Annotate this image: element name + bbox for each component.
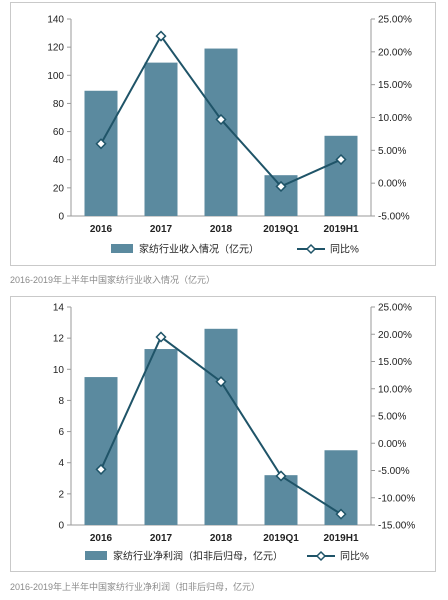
left-tick-label: 0 xyxy=(58,521,64,532)
legend-line-marker xyxy=(305,243,317,255)
legend-line-marker xyxy=(315,550,327,562)
category-label: 2019Q1 xyxy=(263,224,299,235)
growth-point xyxy=(155,30,167,42)
right-tick-label: 0.00% xyxy=(378,179,406,190)
right-tick-label: 20.00% xyxy=(378,330,412,341)
growth-point xyxy=(95,138,107,150)
bar xyxy=(144,349,178,525)
legend-bar-swatch xyxy=(85,551,107,560)
right-tick-label: 10.00% xyxy=(378,113,412,124)
left-tick-label: 20 xyxy=(53,183,65,194)
category-label: 2017 xyxy=(150,533,173,544)
left-tick-label: 0 xyxy=(58,212,64,223)
profit-chart: 0 2 4 6 8 10 12 14 -15.00% -10.00% -5.00% 0.00% 5.00… xyxy=(53,303,415,563)
legend-bar-label: 家纺行业收入情况（亿元） xyxy=(139,243,259,256)
bar xyxy=(324,135,358,216)
revenue-chart-caption: 2016-2019年上半年中国家纺行业收入情况（亿元） xyxy=(10,275,216,285)
profit-chart-panel: 0 2 4 6 8 10 12 14 -15.00% -10.00% -5.00% 0.00% 5.00… xyxy=(10,296,436,572)
right-tick-label: 5.00% xyxy=(378,412,406,423)
category-label: 2018 xyxy=(210,224,233,235)
right-tick-label: 15.00% xyxy=(378,80,412,91)
growth-point xyxy=(215,113,227,126)
legend-line-label: 同比% xyxy=(340,551,369,563)
right-tick-label: 5.00% xyxy=(378,146,406,157)
category-label: 2019H1 xyxy=(323,224,358,235)
right-tick-label: -15.00% xyxy=(378,521,415,532)
category-label: 2016 xyxy=(90,224,113,235)
category-label: 2019Q1 xyxy=(263,533,299,544)
revenue-chart: 0 20 40 60 80 100 120 140 -5.00% 0.00% 5.00% 10.00%… xyxy=(47,15,412,256)
left-tick-label: 2 xyxy=(58,489,64,500)
growth-point xyxy=(335,153,347,166)
right-tick-label: -5.00% xyxy=(378,212,410,223)
left-tick-label: 140 xyxy=(47,15,64,26)
growth-point xyxy=(275,180,287,193)
growth-point xyxy=(335,508,347,520)
left-tick-label: 12 xyxy=(53,334,65,345)
left-tick-label: 10 xyxy=(53,365,65,376)
right-tick-label: 15.00% xyxy=(378,357,412,368)
right-tick-label: 25.00% xyxy=(378,303,412,314)
growth-point xyxy=(215,376,227,388)
left-tick-label: 6 xyxy=(58,427,64,438)
category-label: 2016 xyxy=(90,533,113,544)
growth-point xyxy=(95,463,107,475)
bar xyxy=(204,328,238,525)
left-tick-label: 120 xyxy=(47,43,64,54)
profit-chart-caption: 2016-2019年上半年中国家纺行业净利润（扣非后归母，亿元） xyxy=(10,582,261,592)
revenue-chart-panel: 0 20 40 60 80 100 120 140 -5.00% 0.00% 5.00% 10.00%… xyxy=(10,2,436,266)
category-label: 2018 xyxy=(210,533,233,544)
legend-bar-swatch xyxy=(111,244,133,253)
growth-point xyxy=(155,331,167,343)
bar xyxy=(84,90,118,216)
left-tick-label: 60 xyxy=(53,127,65,138)
category-label: 2019H1 xyxy=(323,533,358,544)
legend-line-label: 同比% xyxy=(330,244,359,256)
bar xyxy=(144,62,178,216)
legend-bar-label: 家纺行业净利润（扣非后归母，亿元） xyxy=(113,550,283,563)
left-tick-label: 80 xyxy=(53,99,65,110)
right-tick-label: 25.00% xyxy=(378,15,412,26)
left-tick-label: 8 xyxy=(58,396,64,407)
left-tick-label: 14 xyxy=(53,303,65,314)
right-tick-label: 20.00% xyxy=(378,47,412,58)
right-tick-label: 0.00% xyxy=(378,439,406,450)
right-tick-label: 10.00% xyxy=(378,384,412,395)
left-tick-label: 100 xyxy=(47,71,64,82)
right-tick-label: -5.00% xyxy=(378,466,410,477)
category-label: 2017 xyxy=(150,224,173,235)
left-tick-label: 40 xyxy=(53,155,65,166)
growth-point xyxy=(275,470,287,482)
left-tick-label: 4 xyxy=(58,458,64,469)
right-tick-label: -10.00% xyxy=(378,493,415,504)
bar xyxy=(84,377,118,525)
